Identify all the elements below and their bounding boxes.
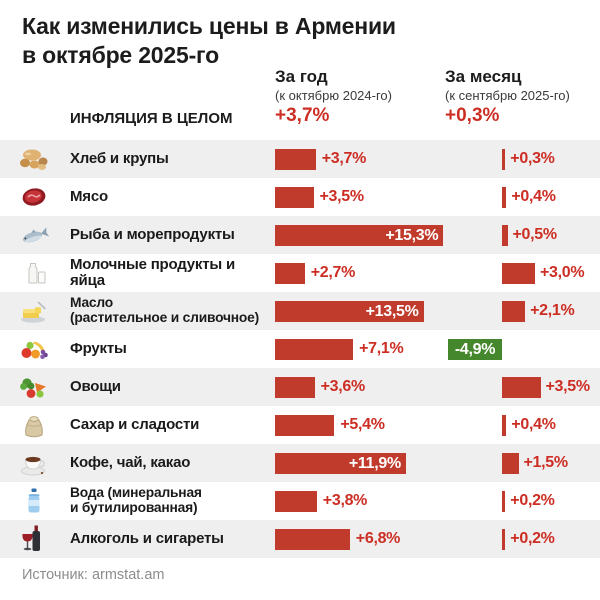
milk-icon — [12, 257, 56, 289]
alcohol-icon — [12, 523, 56, 555]
category-label: Масло (растительное и сливочное) — [70, 295, 260, 325]
month-column-header: За месяц — [445, 67, 522, 86]
year-value: +13,5% — [365, 302, 419, 320]
month-bar — [502, 262, 535, 284]
category-label: Хлеб и крупы — [70, 149, 169, 167]
month-value: +1,5% — [523, 454, 569, 471]
year-column-subheader: (к октябрю 2024-го) — [275, 88, 392, 103]
overall-inflation-label: ИНФЛЯЦИЯ В ЦЕЛОМ — [70, 110, 233, 127]
year-value: +5,4% — [340, 416, 385, 433]
year-value: +3,6% — [320, 378, 366, 395]
month-value: +0,2% — [510, 492, 555, 509]
month-bar — [502, 490, 506, 512]
category-label: Рыба и морепродукты — [70, 225, 235, 243]
month-bar — [502, 186, 507, 208]
month-bar — [502, 300, 526, 322]
sugar-icon — [12, 409, 56, 441]
year-bar — [275, 414, 335, 436]
month-value: +2,1% — [530, 302, 575, 319]
month-value: -4,9% — [454, 340, 496, 358]
title-line-2: в октябре 2025-го — [22, 41, 219, 68]
year-bar — [275, 186, 314, 208]
category-label: Вода (минеральная и бутилированная) — [70, 485, 202, 515]
overall-inflation-month-value: +0,3% — [445, 105, 500, 126]
category-label: Кофе, чай, какао — [70, 453, 191, 471]
table-row: Овощи +3,6% +3,5% — [0, 368, 600, 406]
table-row: Молочные продукты и яйца +2,7% +3,0% — [0, 254, 600, 292]
month-bar — [502, 414, 507, 436]
page-title: Как изменились цены в Армении в октябре … — [22, 12, 396, 70]
month-bar — [502, 148, 506, 170]
month-value: +0,5% — [512, 226, 558, 243]
table-row: Сахар и сладости +5,4% +0,4% — [0, 406, 600, 444]
year-bar — [275, 148, 316, 170]
table-row: Вода (минеральная и бутилированная) +3,8… — [0, 482, 600, 520]
category-label: Сахар и сладости — [70, 415, 200, 433]
category-label: Молочные продукты и яйца — [70, 255, 235, 289]
year-value: +7,1% — [359, 340, 404, 357]
year-value: +3,5% — [319, 188, 365, 205]
table-row: Фрукты +7,1% -4,9% — [0, 330, 600, 368]
year-bar — [275, 338, 354, 360]
meat-icon — [12, 181, 56, 213]
month-value: +0,3% — [510, 150, 555, 167]
fish-icon — [12, 219, 56, 251]
year-bar: +15,3% — [275, 224, 444, 246]
year-value: +3,8% — [322, 492, 368, 509]
month-bar — [502, 452, 519, 474]
vegetables-icon — [12, 371, 56, 403]
year-value: +3,7% — [321, 150, 367, 167]
table-row: Масло (растительное и сливочное) +13,5% … — [0, 292, 600, 330]
table-row: Рыба и морепродукты +15,3% +0,5% — [0, 216, 600, 254]
year-column-header: За год — [275, 67, 328, 86]
year-value: +2,7% — [310, 264, 356, 281]
fruits-icon — [12, 333, 56, 365]
overall-inflation-year-value: +3,7% — [275, 105, 330, 126]
year-bar: +11,9% — [275, 452, 406, 474]
table-row: Хлеб и крупы +3,7% +0,3% — [0, 140, 600, 178]
month-value: +3,5% — [545, 378, 591, 395]
category-rows: Хлеб и крупы +3,7% +0,3% Мясо +3,5% +0,4… — [0, 140, 600, 558]
year-value: +6,8% — [355, 530, 401, 547]
month-bar — [502, 376, 541, 398]
bread-icon — [12, 143, 56, 175]
year-value: +15,3% — [385, 226, 439, 244]
month-value: +0,4% — [511, 188, 556, 205]
category-label: Фрукты — [70, 339, 127, 357]
month-value: +0,4% — [511, 416, 556, 433]
table-row: Мясо +3,5% +0,4% — [0, 178, 600, 216]
coffee-icon — [12, 447, 56, 479]
year-value: +11,9% — [348, 454, 401, 472]
month-bar — [502, 528, 506, 550]
year-bar — [275, 490, 317, 512]
month-bar: -4,9% — [448, 338, 502, 360]
month-bar — [502, 224, 508, 246]
year-bar — [275, 528, 350, 550]
month-column-subheader: (к сентябрю 2025-го) — [445, 88, 570, 103]
butter-icon — [12, 295, 56, 327]
source-attribution: Источник: armstat.am — [22, 567, 165, 583]
month-value: +0,2% — [510, 530, 555, 547]
year-bar — [275, 376, 315, 398]
year-bar — [275, 262, 305, 284]
table-row: Алкоголь и сигареты +6,8% +0,2% — [0, 520, 600, 558]
table-row: Кофе, чай, какао +11,9% +1,5% — [0, 444, 600, 482]
year-bar: +13,5% — [275, 300, 424, 322]
category-label: Овощи — [70, 377, 121, 395]
water-icon — [12, 485, 56, 517]
category-label: Мясо — [70, 187, 108, 205]
title-line-1: Как изменились цены в Армении — [22, 13, 396, 39]
month-value: +3,0% — [540, 264, 585, 281]
category-label: Алкоголь и сигареты — [70, 529, 224, 547]
